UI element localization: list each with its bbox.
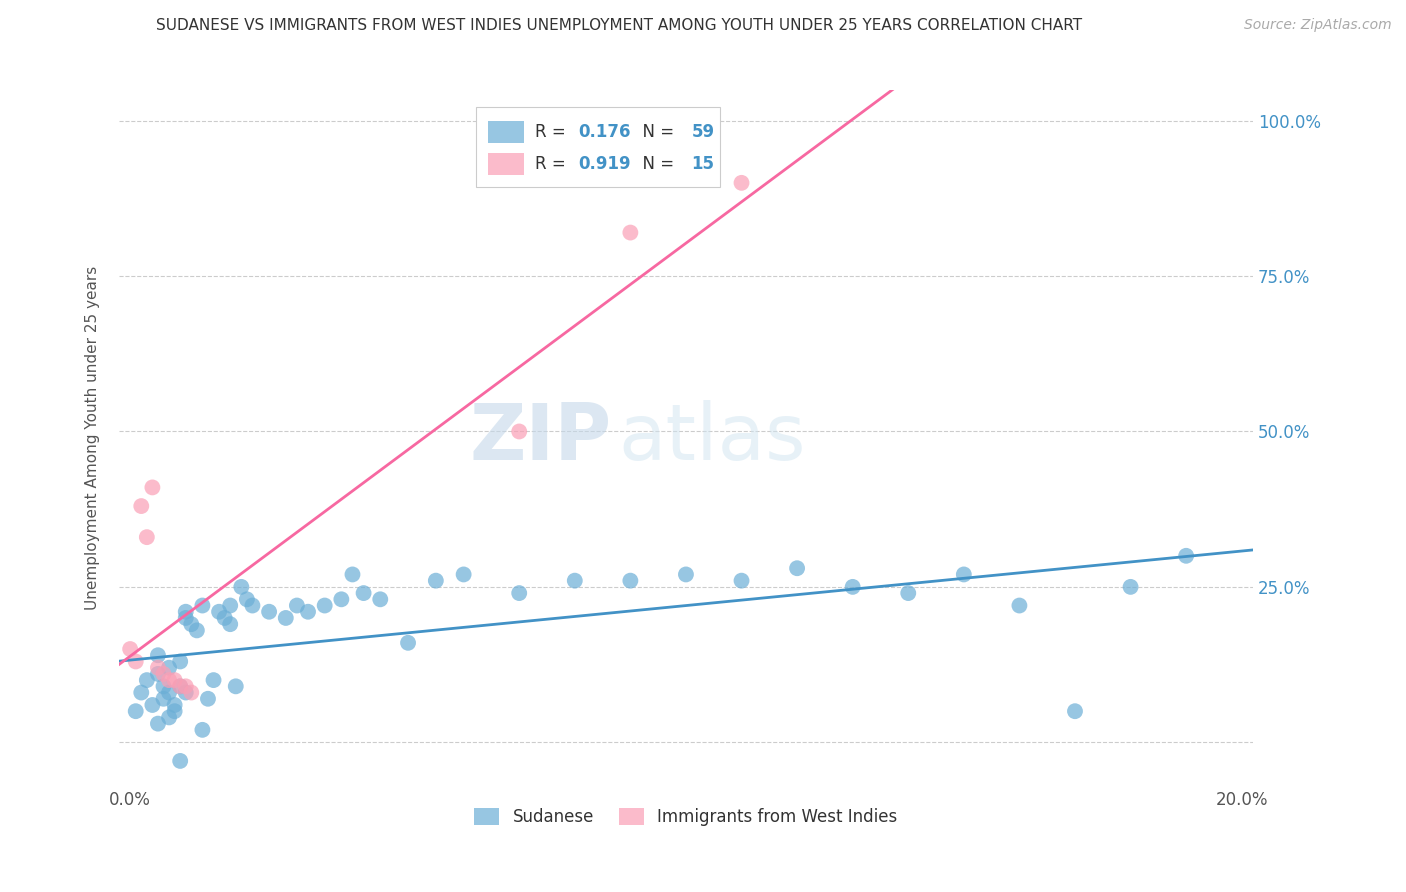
Point <box>202 673 225 687</box>
Point <box>152 679 174 693</box>
Point <box>214 611 236 625</box>
Point <box>186 624 208 638</box>
Point <box>225 679 247 693</box>
Point <box>342 567 364 582</box>
Point <box>169 655 191 669</box>
Point <box>619 226 641 240</box>
FancyBboxPatch shape <box>488 153 524 175</box>
Point <box>146 666 169 681</box>
Text: N =: N = <box>631 155 679 173</box>
Point <box>169 754 191 768</box>
Point <box>146 661 169 675</box>
Point <box>125 655 148 669</box>
Point <box>274 611 297 625</box>
Point <box>285 599 308 613</box>
Point <box>208 605 231 619</box>
Point <box>191 599 214 613</box>
Point <box>157 673 180 687</box>
Point <box>152 666 174 681</box>
Point <box>197 691 219 706</box>
Point <box>157 710 180 724</box>
Point <box>152 691 174 706</box>
Point <box>141 480 163 494</box>
Point <box>236 592 259 607</box>
Point <box>508 586 530 600</box>
Point <box>174 685 197 699</box>
Point <box>157 685 180 699</box>
Text: 15: 15 <box>692 155 714 173</box>
Point <box>219 599 242 613</box>
Point <box>314 599 336 613</box>
Point <box>180 617 202 632</box>
Point <box>368 592 391 607</box>
Text: SUDANESE VS IMMIGRANTS FROM WEST INDIES UNEMPLOYMENT AMONG YOUTH UNDER 25 YEARS : SUDANESE VS IMMIGRANTS FROM WEST INDIES … <box>156 18 1081 33</box>
Text: Source: ZipAtlas.com: Source: ZipAtlas.com <box>1244 18 1392 32</box>
Point <box>242 599 264 613</box>
Point <box>219 617 242 632</box>
Legend: Sudanese, Immigrants from West Indies: Sudanese, Immigrants from West Indies <box>468 802 904 833</box>
Text: R =: R = <box>536 123 571 141</box>
Point <box>953 567 976 582</box>
Text: atlas: atlas <box>617 400 806 475</box>
Text: N =: N = <box>631 123 679 141</box>
Point <box>619 574 641 588</box>
Point <box>396 636 419 650</box>
Point <box>157 661 180 675</box>
FancyBboxPatch shape <box>488 121 524 144</box>
Point <box>675 567 697 582</box>
Point <box>169 679 191 693</box>
Point <box>730 574 752 588</box>
Text: 0.176: 0.176 <box>578 123 631 141</box>
Point <box>297 605 319 619</box>
Point <box>1175 549 1198 563</box>
Point <box>163 704 186 718</box>
Point <box>508 425 530 439</box>
Text: R =: R = <box>536 155 571 173</box>
Point <box>1008 599 1031 613</box>
Text: 59: 59 <box>692 123 714 141</box>
Point <box>897 586 920 600</box>
Point <box>786 561 808 575</box>
Point <box>191 723 214 737</box>
Y-axis label: Unemployment Among Youth under 25 years: Unemployment Among Youth under 25 years <box>86 266 100 610</box>
Point <box>163 698 186 712</box>
Point <box>125 704 148 718</box>
Point <box>564 574 586 588</box>
Text: 0.919: 0.919 <box>578 155 631 173</box>
Point <box>141 698 163 712</box>
Point <box>257 605 280 619</box>
Point <box>163 673 186 687</box>
Point <box>129 499 152 513</box>
Point <box>169 679 191 693</box>
Point <box>453 567 475 582</box>
Point <box>174 605 197 619</box>
Point <box>135 673 157 687</box>
Point <box>1064 704 1087 718</box>
Point <box>135 530 157 544</box>
Point <box>841 580 863 594</box>
Point <box>146 716 169 731</box>
Point <box>730 176 752 190</box>
Point <box>174 679 197 693</box>
Point <box>353 586 375 600</box>
Point <box>231 580 253 594</box>
Point <box>174 611 197 625</box>
Point <box>146 648 169 663</box>
Text: ZIP: ZIP <box>470 400 612 475</box>
Point <box>1119 580 1142 594</box>
FancyBboxPatch shape <box>477 107 720 187</box>
Point <box>425 574 447 588</box>
Point <box>120 642 142 657</box>
Point <box>330 592 353 607</box>
Point <box>129 685 152 699</box>
Point <box>180 685 202 699</box>
